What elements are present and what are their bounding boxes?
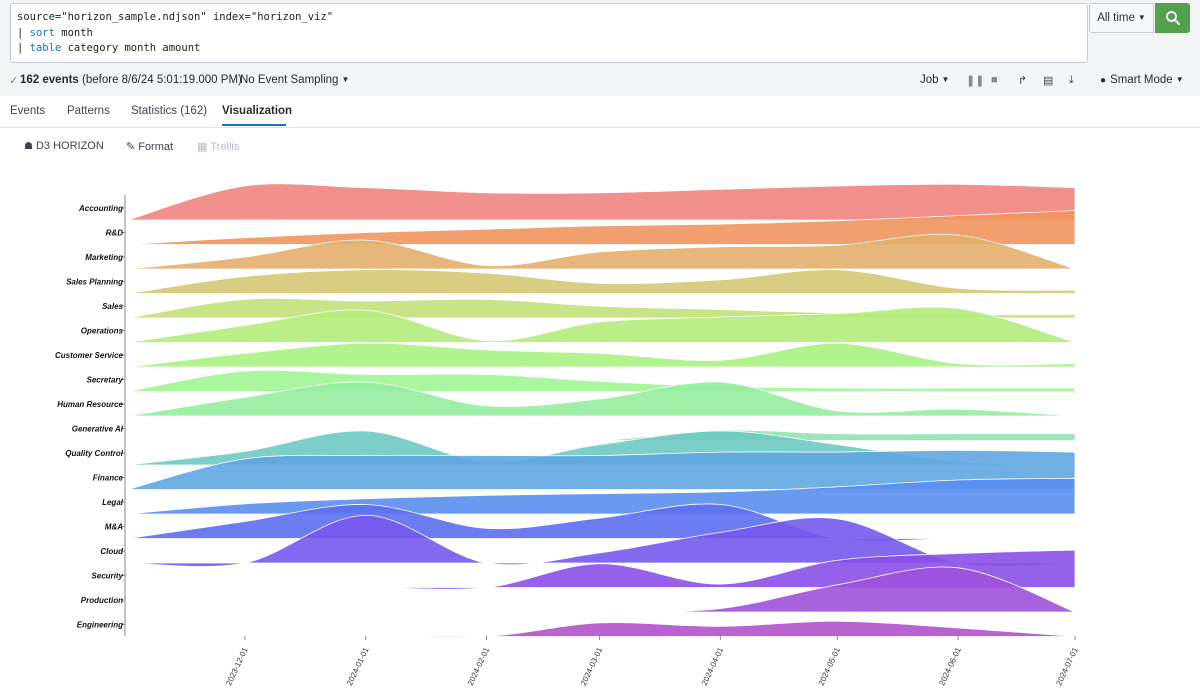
visualization-toolbar: ☗ D3 HORIZON ✎ Format ▦ Trellis	[0, 128, 1200, 164]
series-area-cloud[interactable]	[127, 514, 1076, 567]
y-axis-label: Quality Control	[65, 449, 124, 458]
y-axis-label: Engineering	[77, 621, 123, 630]
series-area-human-resource[interactable]	[127, 381, 1076, 417]
query-text: |	[17, 26, 30, 39]
time-range-label: All time	[1097, 12, 1135, 24]
search-mode-label: Smart Mode	[1110, 74, 1173, 86]
chevron-down-icon: ▼	[1137, 13, 1146, 22]
series-area-r-d[interactable]	[127, 210, 1076, 245]
format-button[interactable]: ✎ Format	[126, 140, 173, 153]
series-area-sales-planning[interactable]	[127, 269, 1076, 294]
series-area-marketing[interactable]	[127, 233, 1076, 270]
lightbulb-icon: ●	[1100, 75, 1107, 86]
query-text: category month amount	[61, 42, 201, 54]
query-line: source="horizon_sample.ndjson" index="ho…	[17, 10, 1081, 26]
series-area-finance[interactable]	[127, 449, 1076, 490]
horizon-chart: Accounting R&D Marketing Sales Planning Sale…	[55, 183, 1080, 687]
active-tab-indicator	[222, 124, 286, 126]
event-sampling-label: No Event Sampling	[240, 74, 339, 86]
query-line: | sort month	[17, 26, 1081, 42]
format-label: Format	[138, 141, 174, 153]
x-axis-label: 2024-07-01	[1054, 646, 1080, 687]
trellis-label: Trellis	[210, 141, 240, 153]
series-area-generative-ai[interactable]	[128, 429, 1076, 442]
pencil-icon: ✎	[126, 141, 136, 153]
chevron-down-icon: ▼	[941, 75, 950, 84]
viz-type-label: D3 HORIZON	[35, 140, 104, 152]
y-axis-label: Finance	[93, 474, 124, 483]
result-tabs: Events Patterns Statistics (162) Visuali…	[0, 96, 1200, 128]
query-text: |	[17, 42, 30, 54]
event-sampling-dropdown[interactable]: No Event Sampling ▼	[240, 74, 349, 86]
events-time-bound: (before 8/6/24 5:01:19.000 PM)	[82, 74, 242, 86]
query-command: table	[29, 42, 62, 54]
y-axis-label: Generative AI	[72, 425, 124, 434]
series-area-security[interactable]	[127, 549, 1076, 590]
tab-patterns[interactable]: Patterns	[67, 105, 110, 117]
x-axis-label: 2024-04-01	[700, 646, 726, 687]
y-axis-label: Secretary	[87, 376, 124, 385]
series-area-operations[interactable]	[127, 306, 1076, 343]
viz-type-icon: ☗	[24, 141, 33, 152]
y-axis-label: Sales	[102, 302, 123, 311]
y-axis-label: Marketing	[85, 253, 123, 262]
chevron-down-icon: ▼	[341, 75, 350, 84]
x-axis-label: 2023-12-01	[224, 646, 250, 687]
y-axis-label: Human Resource	[57, 400, 123, 409]
search-bar-area: source="horizon_sample.ndjson" index="ho…	[0, 0, 1200, 68]
series-area-customer-service[interactable]	[127, 342, 1076, 368]
query-text: month	[54, 26, 93, 39]
y-axis-label: R&D	[106, 229, 124, 238]
tab-visualization[interactable]: Visualization	[222, 105, 293, 117]
y-axis-label: Legal	[102, 498, 124, 507]
y-axis-label: Accounting	[78, 204, 123, 213]
query-command: sort	[29, 26, 55, 39]
search-query-input[interactable]: source="horizon_sample.ndjson" index="ho…	[10, 3, 1088, 63]
job-status-bar: ✓ 162 events (before 8/6/24 5:01:19.000 …	[0, 68, 1200, 96]
series-area-production[interactable]	[128, 566, 1076, 613]
events-summary: 162 events (before 8/6/24 5:01:19.000 PM…	[20, 74, 242, 86]
series-area-engineering[interactable]	[127, 620, 1076, 638]
time-range-picker[interactable]: All time ▼	[1089, 3, 1154, 33]
query-text: source="horizon_sample.ndjson" index="ho…	[17, 11, 334, 23]
pause-icon[interactable]: ❚❚	[966, 75, 985, 87]
search-button[interactable]	[1155, 3, 1190, 33]
tab-events[interactable]: Events	[10, 105, 46, 117]
x-axis-label: 2024-01-01	[345, 646, 371, 687]
y-axis-label: Cloud	[100, 547, 124, 556]
job-menu-button[interactable]: Job ▼	[920, 74, 949, 86]
job-menu-label: Job	[920, 74, 939, 86]
y-axis-label: Production	[81, 596, 123, 605]
y-axis-label: Operations	[81, 327, 124, 336]
print-icon[interactable]: ▤	[1043, 75, 1054, 87]
grid-icon: ▦	[197, 141, 208, 153]
share-icon[interactable]: ↱	[1018, 75, 1028, 87]
y-axis-label: M&A	[105, 523, 123, 532]
series-area-secretary[interactable]	[127, 369, 1076, 392]
events-count: 162 events	[20, 74, 79, 86]
x-axis-label: 2024-02-01	[466, 646, 492, 687]
y-axis-label: Security	[91, 572, 123, 581]
export-icon[interactable]: ⤓	[1069, 74, 1074, 86]
viz-type-picker[interactable]: ☗ D3 HORIZON	[24, 140, 104, 152]
tab-statistics[interactable]: Statistics (162)	[131, 105, 208, 117]
series-area-accounting[interactable]	[127, 183, 1076, 221]
check-icon: ✓	[9, 75, 19, 87]
y-axis-label: Customer Service	[55, 351, 124, 360]
stop-icon[interactable]: ■	[991, 74, 998, 86]
chevron-down-icon: ▼	[1175, 75, 1184, 84]
x-axis-label: 2024-05-01	[817, 646, 843, 687]
search-icon	[1165, 11, 1180, 25]
query-line: | table category month amount	[17, 41, 1081, 57]
x-axis-label: 2024-03-01	[579, 646, 605, 687]
x-axis-label: 2024-06-01	[937, 646, 963, 687]
y-axis-label: Sales Planning	[66, 278, 123, 287]
search-mode-dropdown[interactable]: ● Smart Mode ▼	[1100, 74, 1184, 86]
trellis-button[interactable]: ▦ Trellis	[197, 140, 239, 153]
